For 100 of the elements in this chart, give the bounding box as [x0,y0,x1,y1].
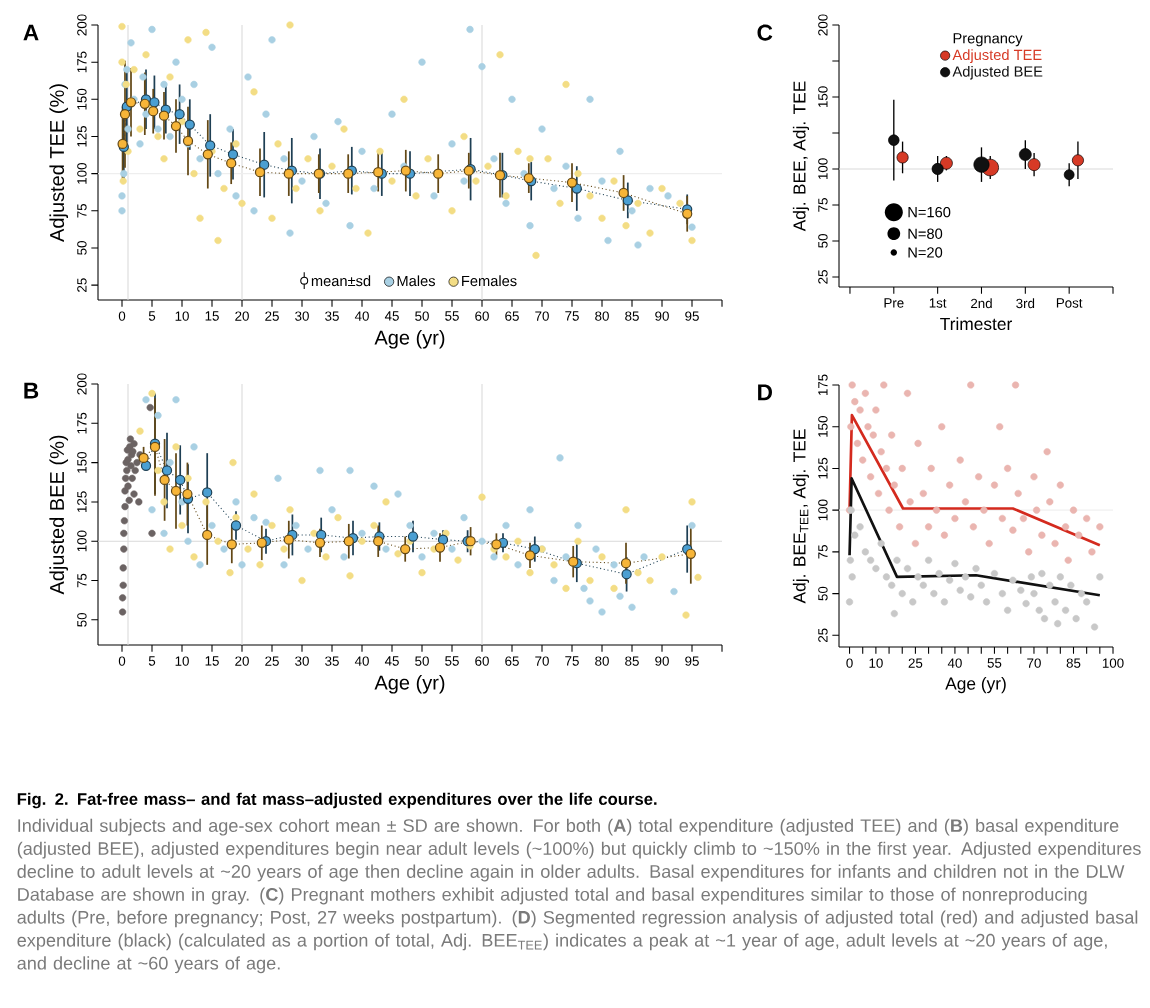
x-tick-label: 85 [625,311,639,321]
chart-title: B [24,382,39,399]
y-tick-label: 50 [77,612,87,627]
x-tick-label: 90 [655,311,669,321]
x-tick-label: 3rd [1016,298,1035,309]
y-tick-label: 100 [77,530,87,552]
x-tick-label: 10 [175,656,189,666]
y-tick-label: 125 [818,457,828,479]
x-tick-label: 100 [1102,658,1124,668]
legend-label: Adjusted BEE [952,65,1043,80]
y-axis-title: Adj. BEE$_{TEE}$, Adj. TEE [792,429,810,604]
y-tick-label: 50 [818,234,828,248]
x-tick-label: 95 [685,311,699,321]
x-tick-label: 75 [565,311,579,321]
x-axis-title: Trimester [940,317,1012,331]
x-tick-label: 40 [354,311,369,321]
x-tick-label: 20 [235,656,249,666]
y-tick-label: 150 [818,416,828,437]
legend-label: Adjusted TEE [952,49,1042,63]
x-tick-label: 25 [265,656,279,666]
y-tick-label: 25 [818,270,828,284]
x-tick-label: 80 [595,311,609,321]
x-tick-label: 65 [505,656,519,666]
y-tick-label: 150 [77,88,87,110]
x-tick-label: 5 [148,656,156,666]
x-axis-title: Age (yr) [945,676,1006,694]
x-tick-label: 95 [685,656,699,666]
y-axis-title: Adjusted TEE (%) [49,84,69,242]
y-tick-label: 75 [818,545,828,559]
y-tick-label: 150 [77,452,87,473]
x-tick-label: 35 [325,656,339,666]
y-tick-label: 100 [818,499,828,521]
y-tick-label: 75 [77,573,87,588]
chart-title: D [758,384,772,401]
y-tick-label: 125 [77,491,87,513]
y-tick-label: 175 [77,51,87,73]
legend-label: N=20 [908,247,943,258]
y-axis-title: Adjusted BEE (%) [49,435,69,595]
x-tick-label: 0 [118,656,126,666]
x-tick-label: 35 [325,311,339,321]
annotation: mean±sd [311,275,371,287]
x-tick-label: 80 [595,656,609,666]
legend-label: N=80 [908,228,943,239]
legend-label: N=160 [908,206,951,218]
x-tick-label: 55 [445,311,459,321]
y-tick-label: 175 [818,374,828,396]
legend-title: Pregnancy [953,33,1023,47]
x-tick-label: 70 [535,311,549,321]
y-tick-label: 50 [818,586,828,601]
x-tick-label: 20 [235,311,249,321]
chart-title: A [23,24,39,41]
x-tick-label: 40 [354,656,369,666]
y-tick-label: 125 [77,125,87,147]
y-tick-label: 100 [818,158,828,180]
x-tick-label: 0 [846,658,853,668]
x-tick-label: 55 [987,658,1002,668]
x-tick-label: 25 [265,311,279,321]
x-tick-label: 50 [415,311,429,321]
y-tick-label: 200 [818,14,828,36]
y-axis-title: Adj. BEE, Adj. TEE [792,81,810,232]
x-tick-label: 65 [505,311,519,321]
y-tick-label: 175 [77,412,87,434]
x-tick-label: 1st [929,298,947,308]
x-tick-label: 15 [205,311,219,321]
legend-label: Males [397,275,436,287]
legend-label: Females [462,275,517,287]
x-tick-label: 5 [148,311,156,321]
x-tick-label: 0 [118,311,126,321]
x-tick-label: 60 [475,656,489,666]
y-tick-label: 200 [77,14,87,36]
x-tick-label: 15 [205,656,219,666]
x-tick-label: Pre [884,298,904,308]
x-tick-label: 2nd [971,298,992,309]
x-tick-label: 30 [295,311,309,321]
x-tick-label: Post [1056,298,1083,308]
x-tick-label: 10 [869,658,883,668]
x-tick-label: 40 [947,658,962,668]
x-axis-title: Age (yr) [374,329,445,349]
x-tick-label: 90 [655,656,669,666]
y-tick-label: 100 [77,163,87,184]
y-tick-label: 200 [77,373,87,395]
x-tick-label: 75 [565,656,579,666]
x-tick-label: 45 [384,656,399,666]
x-tick-label: 70 [535,656,549,666]
x-tick-label: 45 [384,311,399,321]
x-tick-label: 60 [475,311,489,321]
caption: Fig. 2. Fat-free mass– and fat mass–adjusted expenditures over the life course. [17,792,657,809]
x-tick-label: 25 [908,658,923,668]
y-tick-label: 50 [77,241,87,255]
x-tick-label: 50 [415,656,429,666]
chart-title: C [757,24,773,41]
y-tick-label: 150 [818,86,828,108]
x-tick-label: 85 [625,656,639,666]
y-tick-label: 25 [77,278,87,292]
x-tick-label: 30 [295,656,309,666]
x-axis-title: Age (yr) [374,674,445,694]
y-tick-label: 75 [818,198,828,212]
x-tick-label: 55 [445,656,459,666]
x-tick-label: 10 [175,311,189,321]
text: Individual subjects and age-sex cohort mean ± SD are shown. For both (A) total expenditure (adjusted TEE) and (B) basal expenditure (adjusted BEE), adjusted expenditures begin near adult levels (~100%) but quickly climb to ~150% in the first year. Adjusted expenditures decline to adult levels at ~20 years of age then decline again in older adults. Basal expenditures for infants and children not in the DLW Database are shown in gray. (C) Pregnant mothers exhibit adjusted total and basal expenditures similar to those of nonreproducing adults (Pre, before pregnancy; Post, 27 weeks postpartum). (D) Segmented regression analysis of adjusted total (red) and adjusted basal expenditure (black) (calculated as a portion of total, Adj. BEE$_{TEE}$) indicates a peak at ~1 year of age, adult levels at ~20 years of age, and decline at ~60 years of age. [17,818,1141,974]
